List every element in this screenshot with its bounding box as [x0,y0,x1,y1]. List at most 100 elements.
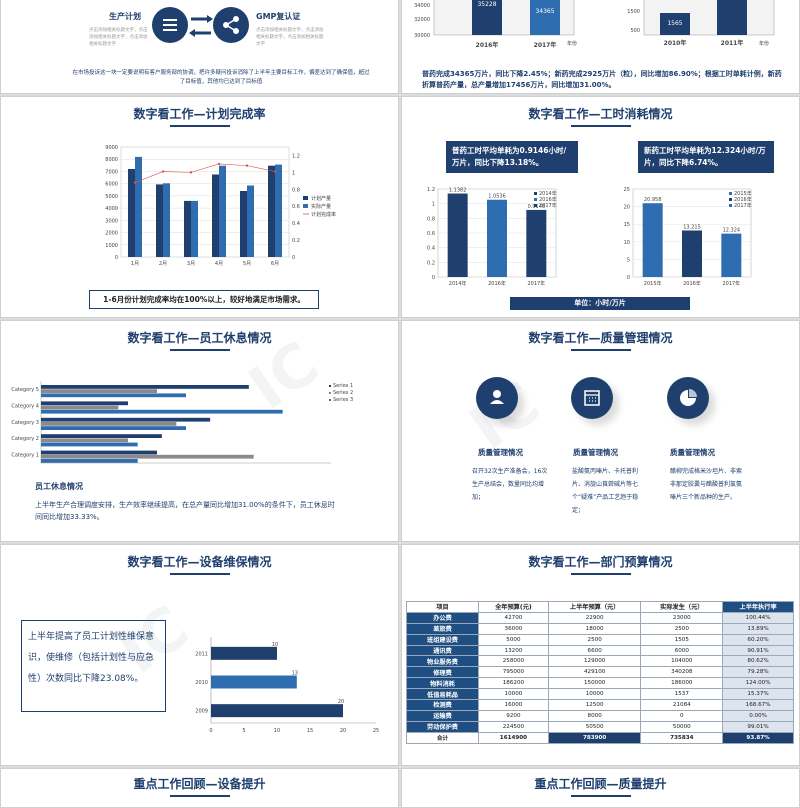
bar-label: 1.1382 [449,188,467,194]
table-cell: 6000 [640,644,724,657]
bar-2016 [472,0,502,35]
bar [721,233,742,277]
summary-note: 在市场投诉这一块一定要说明有客户服务部的协调，把许多疑问投诉消除了上半年主要目标… [72,70,370,85]
bar-label: 13 [292,671,298,677]
y-tick-label: 6000 [105,182,118,188]
new-drug-note: 新药工时平均单耗为12.324小时/万片，同比下降6.74%。 [638,141,774,173]
x-tick-label: 1月 [131,261,139,267]
table-cell: 21084 [640,699,724,711]
bar-2017 [530,0,560,35]
legend-swatch [303,204,308,208]
quality-heading-3: 质量管理情况 [670,448,715,457]
rate-point [189,171,193,174]
rest-text: 上半年生产合理调度安排，生产效率继续提高，在总产量同比增加31.00%的条件下，… [35,501,335,521]
plot-area [120,146,290,258]
table-cell: 258000 [478,655,549,668]
legend-label: Series 2 [333,390,353,396]
output-chart-a: 34000 32000 30000 35228 34365 2016年 2017… [414,0,577,49]
bar [41,405,119,410]
bar-label: 35228 [477,1,496,8]
slide-equipment-maintenance: 数字看工作—设备维保情况 IC 上半年提高了员工计划性维保意识，使维修（包括计划… [0,544,399,766]
table-cell: 124.00% [722,677,794,690]
x-tick-label: 2016年 [683,280,701,287]
plan-note: 1-6月份计划完成率均在100%以上，较好地满足市场需求。 [89,290,319,309]
slide-title: 数字看工作—计划完成率 [1,105,398,127]
table-cell: 23000 [640,611,724,624]
quality-text-3: 醋柳完成格米沙坦片、非索非那定胶囊与醋酸普利氯氨嗪片三个新品种的生产。 [670,468,743,501]
bar-plan [156,184,163,257]
x-axis-label: 年份 [567,40,577,47]
legend-label: Series 3 [333,397,353,403]
bar [41,434,162,438]
y-tick-label: Category 1 [11,453,39,459]
legend-label: 2017年 [734,202,752,209]
legend-label: 2016年 [734,196,752,203]
legend-label: Series 1 [333,383,353,389]
table-cell: 10000 [547,688,642,701]
bar [41,450,157,455]
legend-swatch [534,192,537,195]
legend-label: 2015年 [734,190,752,197]
bar-plan [240,191,247,257]
bar-actual [275,164,282,257]
tick-label: 34000 [414,3,430,9]
bar [211,646,277,660]
col-header: 项目 [406,601,479,613]
x-label: 2016年 [476,41,499,49]
pie-icon [667,377,709,419]
table-row: 差旅费 36000 18000 2500 13.89% [406,622,794,635]
person-icon [476,377,518,419]
x-tick-label: 2017年 [722,280,740,287]
table-cell: 13200 [478,644,549,657]
table-cell: 1537 [640,688,724,701]
legend-label: 2017年 [539,202,557,209]
x-tick-label: 4月 [215,261,223,267]
budget-table: 项目 全年预算(元) 上半年预算（元） 实际发生（元） 上半年执行率 办公费 42… [406,601,794,744]
legend-label: 计划完成率 [311,211,336,218]
table-cell: 79.28% [722,666,794,679]
bar-label: 1.0536 [488,194,506,200]
arrows [189,15,213,37]
y-tick-label: Category 5 [11,387,39,393]
slide-plan-completion: 数字看工作—计划完成率 9000 8000 7000 6000 5000 4000 3000… [0,96,399,318]
table-cell: 16000 [478,699,549,711]
slide-title: 数字看工作—设备维保情况 [1,553,398,575]
list-icon [152,7,188,43]
bar-actual [163,183,170,257]
quality-heading-1: 质量管理情况 [478,448,523,457]
plan-completion-chart: 9000 8000 7000 6000 5000 4000 3000 2000 1000 0 1.2… [105,145,336,267]
table-row: 班组建设费 5000 2500 1505 60.20% [406,633,794,646]
item-1-subtext: 点击添加相关标题文字，点击添加相关标题文字，点击添加相关标题文字 [89,28,148,47]
legend-swatch [729,204,732,207]
legend-label: 2016年 [539,196,557,203]
table-cell: 186000 [640,677,724,690]
item-2-subtext: 点击添加相关标题文字，点击添加相关标题文字，点击添加相关标题文字 [256,28,324,47]
table-cell: 低值易耗品 [406,688,479,701]
slide-title: 数字看工作—质量管理情况 [402,329,799,351]
tick-label: 1500 [627,9,640,15]
y-tick-label: 2010 [195,680,208,686]
x-axis-label: 年份 [759,40,769,47]
bar [41,454,254,459]
table-cell: 186200 [478,677,549,690]
bar-label: 13.215 [683,224,701,230]
quality-text-1: 召开32次生产准备会，16次生产总结会，数量同比均增加； [472,468,548,501]
table-cell: 差旅费 [406,622,479,635]
x-tick-label: 2016年 [488,280,506,287]
y2-tick-label: 0.6 [292,204,300,210]
x-tick-label: 2014年 [449,280,467,287]
table-row: 低值易耗品 10000 10000 1537 15.37% [406,688,794,701]
table-cell: 104000 [640,655,724,668]
table-cell: 783900 [547,731,642,744]
bar [211,675,297,689]
x-tick-label: 2月 [159,261,167,267]
y-tick-label: 9000 [105,145,118,151]
rate-point [217,162,221,166]
y-tick-label: 7000 [105,169,118,175]
slide-staff-rest: 数字看工作—员工休息情况 IC Category 1 Category 2 Cate… [0,320,399,542]
table-cell: 2500 [640,622,724,635]
output-note: 普药完成34365万片，同比下降2.45%；新药完成2925万片（粒），同比增加… [422,70,782,89]
table-cell: 42700 [478,611,549,624]
x-label: 2017年 [534,41,557,49]
bar [41,438,128,443]
